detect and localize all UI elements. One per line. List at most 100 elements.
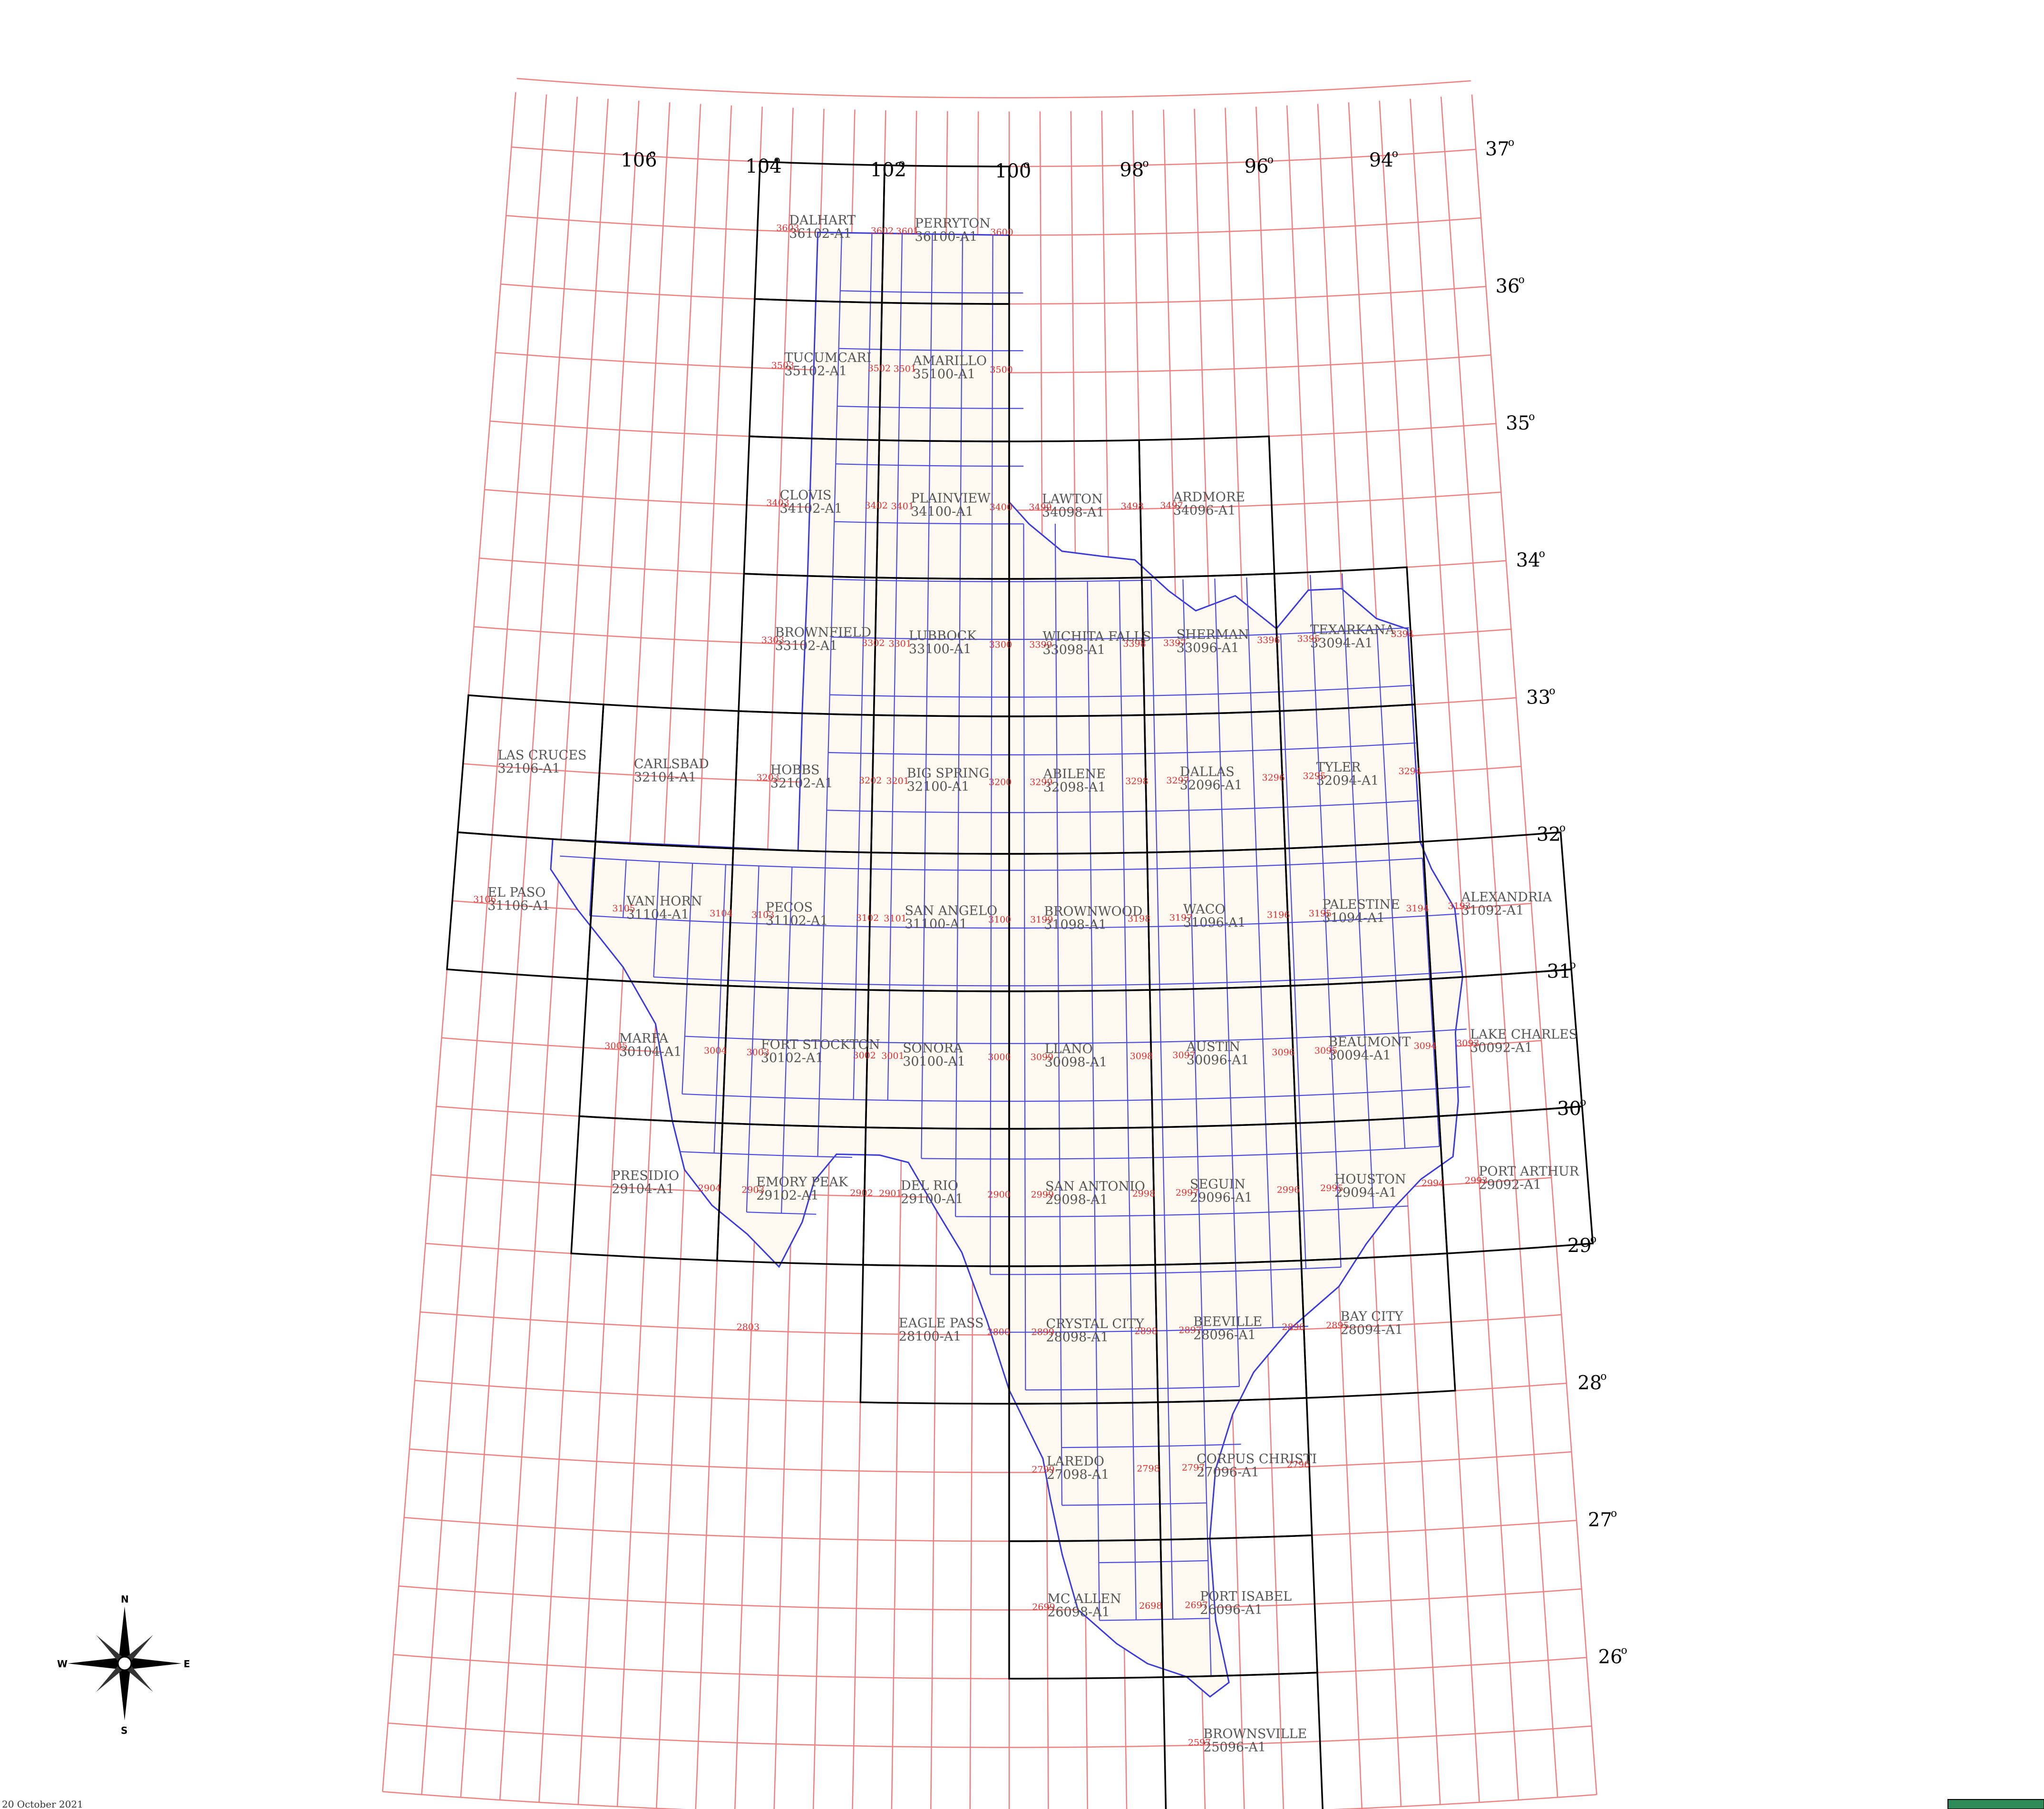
county-line	[752, 1038, 787, 1041]
county-line	[855, 926, 858, 985]
county-line	[1292, 920, 1326, 923]
county-line	[1425, 916, 1430, 974]
subquad-code: 3202	[859, 775, 882, 786]
county-line	[1422, 858, 1427, 916]
county-line	[837, 348, 839, 406]
county-line	[1312, 632, 1316, 691]
subquad-code: 2898	[1135, 1326, 1158, 1336]
county-line	[1266, 1154, 1270, 1213]
county-line	[890, 926, 925, 929]
quad-code: 27096-A1	[1197, 1465, 1259, 1480]
sheet-29092-A1[interactable]	[1438, 1105, 1594, 1254]
county-line	[1285, 749, 1288, 807]
county-line	[1314, 690, 1319, 748]
county-line	[1341, 573, 1346, 631]
subquad-code: 3401	[891, 501, 914, 511]
subquad-code: 3302	[862, 638, 885, 648]
county-line	[1377, 627, 1409, 630]
county-line	[895, 523, 898, 581]
county-line	[840, 290, 871, 292]
subquad-code: 2798	[1137, 1463, 1159, 1474]
county-line	[929, 523, 961, 525]
county-line	[1398, 1030, 1433, 1034]
county-line	[820, 1040, 855, 1043]
subquad-code: 3193	[1448, 901, 1470, 911]
county-line	[826, 752, 829, 811]
latitude-label: 35	[1506, 412, 1530, 434]
county-line	[921, 1043, 924, 1101]
subquad-code: 3600	[990, 227, 1013, 237]
county-line	[716, 1037, 720, 1095]
county-line	[1364, 1032, 1399, 1036]
county-line	[1205, 1443, 1241, 1446]
county-line	[825, 867, 859, 870]
subquad-code: 3093	[1456, 1038, 1479, 1049]
county-line	[822, 983, 856, 985]
county-line	[1173, 1618, 1210, 1620]
county-line	[1426, 913, 1460, 917]
county-line	[829, 637, 832, 695]
county-line	[1160, 1040, 1195, 1043]
county-line	[1152, 636, 1185, 639]
county-line	[1059, 1101, 1061, 1159]
latitude-label: 28	[1577, 1372, 1602, 1394]
quad-code: 34096-A1	[1173, 503, 1236, 518]
county-line	[1230, 1096, 1265, 1099]
subquad-code: 3299	[1030, 777, 1052, 787]
county-line	[1218, 692, 1251, 694]
subquad-code: 3501	[894, 363, 916, 374]
county-line	[1120, 696, 1123, 754]
subquad-code: 3497	[1160, 500, 1183, 511]
latitude-label: 37	[1485, 138, 1509, 160]
county-line	[890, 869, 892, 928]
longitude-label: 100	[995, 160, 1031, 182]
quad-name: HOUSTON	[1334, 1172, 1406, 1187]
latitude-label: 26	[1598, 1646, 1623, 1668]
county-line	[1195, 1039, 1229, 1042]
county-line	[1256, 864, 1290, 867]
sheet-28094-A1[interactable]	[1300, 1252, 1456, 1399]
county-line	[900, 234, 903, 293]
subquad-code: 3395	[1297, 634, 1320, 644]
county-line	[1333, 1094, 1337, 1152]
county-line	[1209, 1618, 1212, 1676]
county-line	[1204, 1445, 1207, 1503]
county-line	[1301, 1151, 1336, 1154]
county-line	[1358, 919, 1363, 978]
quad-name: TYLER	[1316, 760, 1361, 775]
quad-name: SAN ANGELO	[905, 903, 998, 918]
county-line	[859, 810, 893, 812]
county-line	[1160, 1042, 1163, 1100]
quad-code: 33100-A1	[909, 642, 972, 657]
county-line	[870, 234, 873, 292]
sheet-25096-A1[interactable]	[1162, 1672, 1324, 1809]
county-line	[887, 1099, 922, 1102]
county-line	[784, 1040, 788, 1098]
latitude-label: 33	[1526, 686, 1550, 708]
degree-symbol: o	[1539, 548, 1545, 560]
county-line	[893, 696, 895, 754]
quad-code: 31104-A1	[626, 907, 689, 922]
quad-code: 29098-A1	[1045, 1193, 1108, 1207]
county-line	[1056, 812, 1058, 870]
county-line	[1298, 1095, 1302, 1154]
county-line	[1350, 746, 1354, 804]
county-line	[1131, 1330, 1167, 1332]
county-line	[863, 580, 866, 638]
county-line	[1310, 575, 1314, 633]
subquad-code: 3198	[1128, 913, 1150, 924]
compass-east-point	[130, 1658, 182, 1669]
quad-code: 30102-A1	[761, 1051, 824, 1066]
county-line	[1168, 1446, 1171, 1504]
quad-name: TEXARKANA	[1310, 623, 1395, 637]
county-line	[1256, 866, 1259, 924]
subquad-code: 2994	[1421, 1178, 1444, 1188]
county-line	[861, 637, 864, 696]
county-line	[819, 1098, 854, 1100]
quad-code: 26096-A1	[1200, 1603, 1263, 1617]
county-line	[1322, 863, 1326, 921]
county-line	[687, 978, 721, 981]
county-line	[853, 1042, 856, 1100]
quad-name: PORT ARTHUR	[1479, 1164, 1579, 1179]
county-line	[1265, 1095, 1299, 1097]
